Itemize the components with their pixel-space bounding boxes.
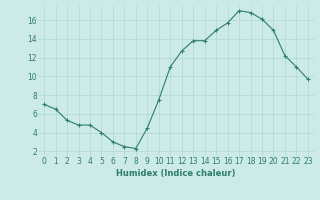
X-axis label: Humidex (Indice chaleur): Humidex (Indice chaleur) <box>116 169 236 178</box>
